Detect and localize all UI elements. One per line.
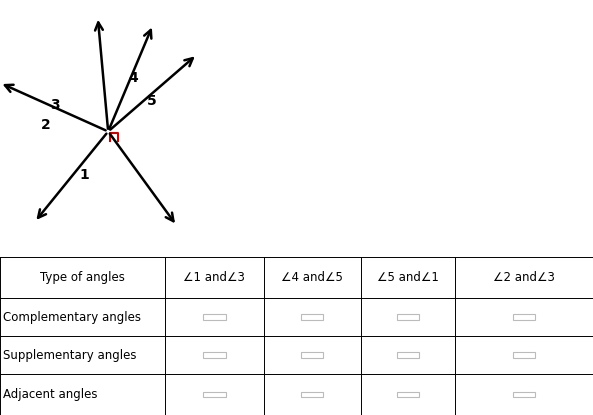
Text: ∠2 and∠3: ∠2 and∠3 (493, 271, 555, 284)
Text: 4: 4 (128, 71, 138, 85)
Text: ∠4 and∠5: ∠4 and∠5 (281, 271, 343, 284)
Text: Complementary angles: Complementary angles (3, 311, 141, 324)
Bar (203, 314, 225, 320)
Bar (301, 314, 324, 320)
Bar (513, 314, 535, 320)
Bar (301, 391, 324, 398)
Bar (513, 391, 535, 398)
Bar (513, 352, 535, 358)
Text: Supplementary angles: Supplementary angles (3, 349, 136, 361)
Text: 3: 3 (50, 98, 59, 112)
Bar (397, 391, 419, 398)
Text: ∠5 and∠1: ∠5 and∠1 (377, 271, 439, 284)
Text: Type of angles: Type of angles (40, 271, 125, 284)
Text: Adjacent angles: Adjacent angles (3, 388, 97, 401)
Text: 1: 1 (80, 168, 90, 182)
Bar (203, 352, 225, 358)
Text: 2: 2 (41, 118, 51, 132)
Bar (397, 314, 419, 320)
Bar (301, 352, 324, 358)
Text: ∠1 and∠3: ∠1 and∠3 (183, 271, 246, 284)
Text: 5: 5 (146, 94, 156, 108)
Bar (203, 391, 225, 398)
Bar (397, 352, 419, 358)
